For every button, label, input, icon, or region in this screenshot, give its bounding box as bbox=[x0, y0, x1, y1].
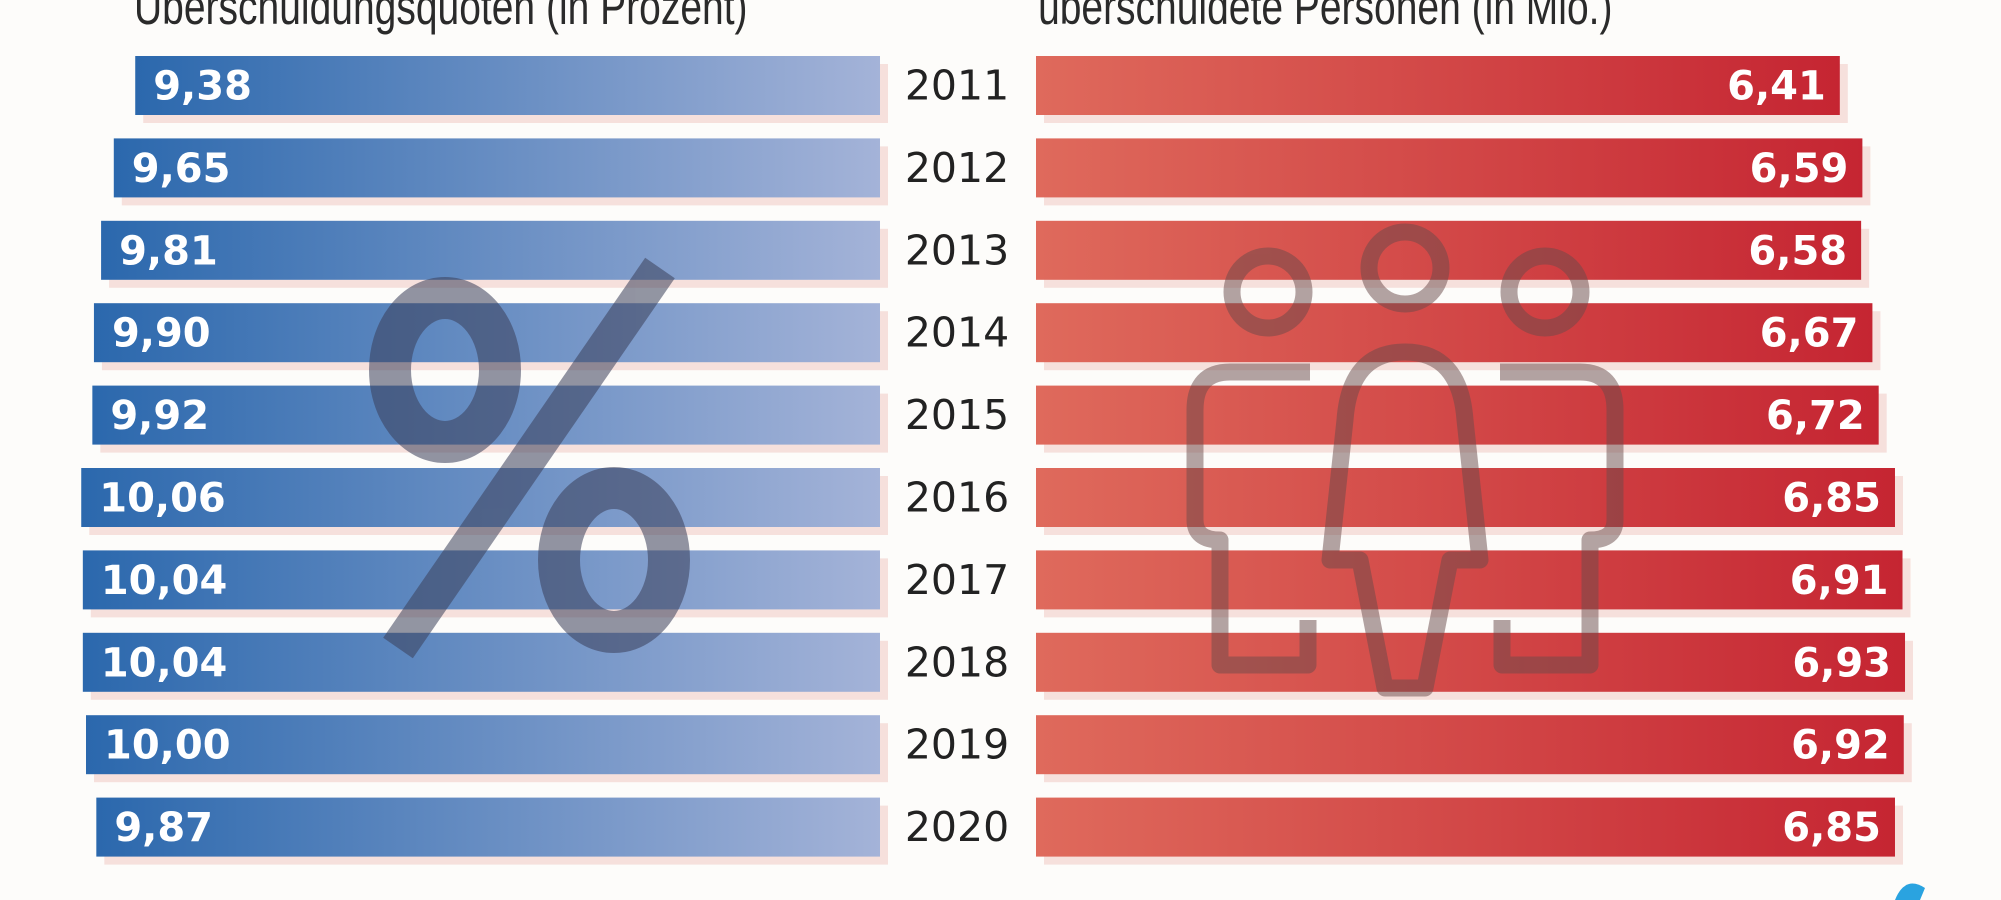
left-bar-label: 10,04 bbox=[101, 640, 228, 686]
left-bar bbox=[113, 138, 881, 198]
right-bar-label: 6,93 bbox=[1792, 640, 1891, 686]
right-chart-title: überschuldete Personen (in Mio.) bbox=[1038, 0, 1613, 35]
right-bar-label: 6,67 bbox=[1760, 311, 1859, 357]
year-label: 2019 bbox=[905, 721, 1009, 769]
year-label: 2017 bbox=[905, 556, 1009, 604]
year-label: 2011 bbox=[905, 62, 1009, 110]
left-chart-title: Überschuldungsquoten (in Prozent) bbox=[134, 0, 748, 35]
left-bar-label: 9,38 bbox=[153, 64, 252, 110]
left-bar-label: 10,04 bbox=[101, 558, 228, 604]
year-label: 2012 bbox=[905, 144, 1009, 192]
right-bar bbox=[1036, 797, 1895, 857]
right-bar-label: 6,72 bbox=[1766, 393, 1865, 439]
right-bar-label: 6,85 bbox=[1782, 805, 1881, 851]
right-bar-label: 6,92 bbox=[1791, 723, 1890, 769]
year-label: 2014 bbox=[905, 309, 1009, 357]
right-bar bbox=[1036, 715, 1904, 775]
right-bar-label: 6,58 bbox=[1748, 228, 1847, 274]
left-bar bbox=[101, 220, 880, 280]
right-bar bbox=[1036, 303, 1873, 363]
right-bar-label: 6,85 bbox=[1782, 476, 1881, 522]
year-label: 2013 bbox=[905, 226, 1009, 274]
left-bar-label: 9,81 bbox=[119, 228, 218, 274]
left-bar bbox=[96, 797, 880, 857]
right-bar-label: 6,91 bbox=[1790, 558, 1889, 604]
right-bar-label: 6,59 bbox=[1750, 146, 1849, 192]
year-label: 2016 bbox=[905, 474, 1009, 522]
right-bar bbox=[1036, 138, 1863, 198]
year-label: 2018 bbox=[905, 638, 1009, 686]
left-bar-label: 9,90 bbox=[112, 311, 211, 357]
year-label: 2015 bbox=[905, 391, 1009, 439]
right-bar bbox=[1036, 56, 1840, 115]
left-bar-label: 9,92 bbox=[110, 393, 209, 439]
left-bar bbox=[82, 632, 881, 692]
left-bar bbox=[135, 56, 880, 115]
left-bar-label: 10,06 bbox=[99, 476, 226, 522]
left-bar-label: 9,87 bbox=[114, 805, 213, 851]
left-bar-label: 10,00 bbox=[104, 723, 231, 769]
left-bar bbox=[82, 550, 881, 610]
people-icon bbox=[1186, 223, 1624, 697]
left-bar-label: 9,65 bbox=[132, 146, 231, 192]
logo-swoosh bbox=[1895, 883, 1925, 900]
left-bar bbox=[86, 715, 880, 775]
right-bar-label: 6,41 bbox=[1727, 64, 1826, 110]
percent-icon bbox=[369, 257, 690, 659]
right-bar bbox=[1036, 632, 1906, 692]
year-label: 2020 bbox=[905, 803, 1009, 851]
